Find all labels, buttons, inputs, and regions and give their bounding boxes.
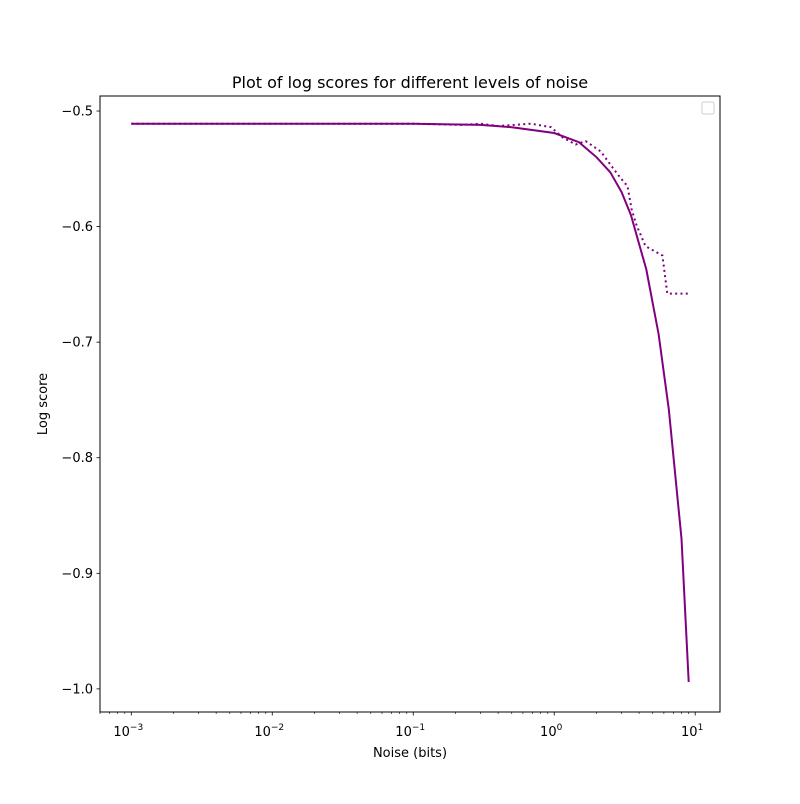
axes-frame bbox=[99, 95, 721, 713]
series-line-dotted bbox=[131, 122, 691, 295]
y-tick-label: −0.5 bbox=[61, 105, 93, 120]
plot-area bbox=[131, 122, 691, 683]
y-tick-label: −0.8 bbox=[61, 451, 93, 466]
y-tick-label: −0.6 bbox=[61, 220, 93, 235]
y-tick-label: −0.7 bbox=[61, 336, 93, 351]
x-axis-label: Noise (bits) bbox=[373, 746, 447, 761]
x-tick-label: 10−1 bbox=[395, 723, 425, 740]
x-tick-label: 100 bbox=[540, 723, 563, 740]
chart-title: Plot of log scores for different levels … bbox=[232, 73, 588, 92]
y-tick-label: −1.0 bbox=[61, 682, 93, 697]
legend-box bbox=[701, 101, 715, 115]
x-tick-label: 10−2 bbox=[254, 723, 284, 740]
x-tick-label: 101 bbox=[681, 723, 703, 740]
x-tick-label: 10−3 bbox=[113, 723, 143, 740]
y-axis: −0.5 −0.6 −0.7 −0.8 −0.9 −1.0 bbox=[61, 105, 100, 697]
x-axis: 10−3 10−2 10−1 100 101 bbox=[99, 712, 703, 740]
series-line-solid bbox=[131, 122, 690, 683]
y-tick-label: −0.9 bbox=[61, 567, 93, 582]
y-axis-label: Log score bbox=[36, 373, 51, 435]
